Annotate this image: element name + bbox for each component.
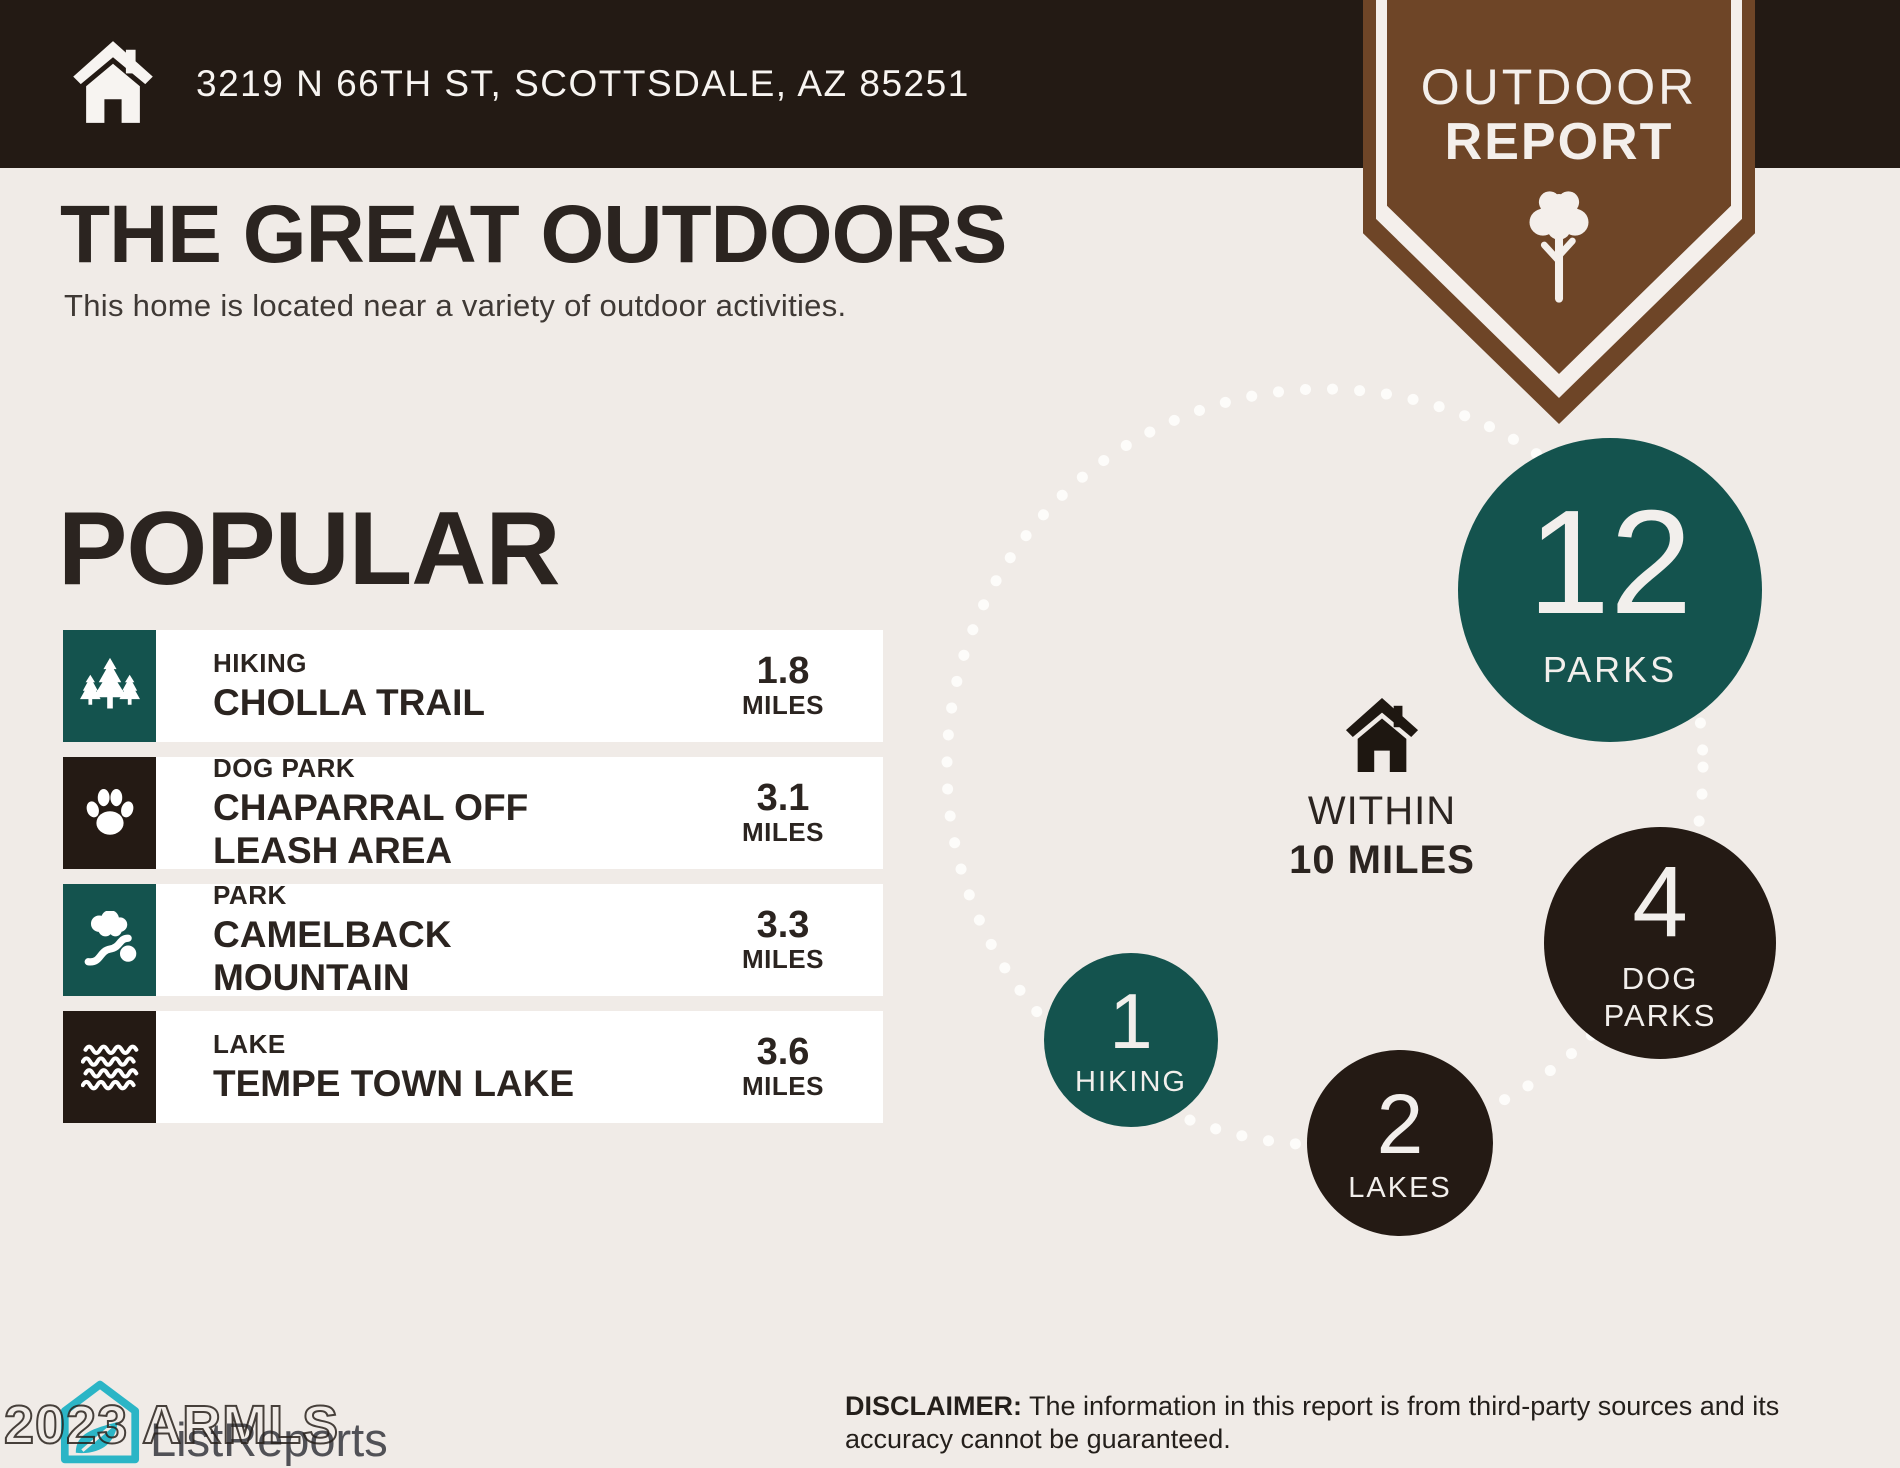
dog-parks-count: 4 [1632, 845, 1688, 958]
place-category: LAKE [213, 1028, 286, 1059]
list-item-body: HIKING CHOLLA TRAIL 1.8 MILES [156, 630, 883, 742]
list-item-lake: LAKE TEMPE TOWN LAKE 3.6 MILES [63, 1011, 883, 1123]
place-name: CHAPARRAL OFF LEASH AREA [213, 787, 529, 871]
listreports-logo: ListReports [58, 1378, 388, 1468]
disclaimer-label: DISCLAIMER: [845, 1391, 1022, 1421]
bubble-hiking: 1 HIKING [1044, 953, 1218, 1127]
house-icon [1343, 698, 1421, 776]
list-item-dog-park: DOG PARK CHAPARRAL OFF LEASH AREA 3.1 MI… [63, 753, 883, 871]
parks-count: 12 [1527, 480, 1693, 645]
hiking-count: 1 [1109, 976, 1153, 1065]
parks-label: PARKS [1542, 649, 1678, 690]
popular-places-list: HIKING CHOLLA TRAIL 1.8 MILES [63, 630, 883, 1138]
list-item-hiking: HIKING CHOLLA TRAIL 1.8 MILES [63, 630, 883, 742]
property-address: 3219 N 66TH ST, SCOTTSDALE, AZ 85251 [196, 63, 970, 104]
lakes-count: 2 [1376, 1076, 1424, 1171]
list-item-body: DOG PARK CHAPARRAL OFF LEASH AREA 3.1 MI… [156, 753, 883, 871]
listreports-wordmark: ListReports [150, 1413, 388, 1466]
outdoor-report-badge: OUTDOOR REPORT [1363, 0, 1755, 424]
badge-title-line1: OUTDOOR [1420, 59, 1698, 115]
distance-value: 3.1 [756, 777, 810, 820]
within-label: WITHIN [1307, 789, 1457, 833]
place-name: CHOLLA TRAIL [213, 681, 485, 723]
place-distance: 3.3 MILES [713, 904, 853, 975]
armls-watermark: 2023 ARMLS [3, 1394, 340, 1456]
hiking-label: HIKING [1075, 1065, 1187, 1098]
place-name: TEMPE TOWN LAKE [213, 1062, 575, 1104]
distance-unit: MILES [742, 944, 824, 975]
disclaimer-text: DISCLAIMER: The information in this repo… [845, 1390, 1855, 1457]
tree-icon [1516, 186, 1602, 309]
badge-title-line2: REPORT [1444, 113, 1674, 171]
paw-icon [63, 757, 156, 869]
park-icon [63, 884, 156, 996]
page-title: THE GREAT OUTDOORS [60, 189, 1007, 280]
list-item-body: LAKE TEMPE TOWN LAKE 3.6 MILES [156, 1011, 883, 1123]
bubble-parks: 12 PARKS [1458, 438, 1762, 742]
bubble-dog-parks: 4 DOG PARKS [1544, 827, 1776, 1059]
place-distance: 1.8 MILES [713, 650, 853, 721]
distance-unit: MILES [742, 817, 824, 848]
radius-center-label: WITHIN 10 MILES [1252, 698, 1512, 883]
dog-parks-label: DOG PARKS [1603, 960, 1717, 1033]
home-icon [70, 40, 156, 128]
bubble-lakes: 2 LAKES [1307, 1050, 1493, 1236]
disclaimer-body: The information in this report is from t… [845, 1391, 1780, 1455]
distance-value: 3.3 [756, 904, 810, 947]
distance-value: 3.6 [756, 1031, 810, 1074]
distance-unit: MILES [742, 690, 824, 721]
place-name: CAMELBACK MOUNTAIN [213, 914, 452, 998]
place-category: PARK [213, 880, 287, 911]
waves-icon [63, 1011, 156, 1123]
place-distance: 3.6 MILES [713, 1031, 853, 1102]
page-subtitle: This home is located near a variety of o… [64, 288, 847, 323]
list-item-park: PARK CAMELBACK MOUNTAIN 3.3 MILES [63, 880, 883, 998]
place-category: HIKING [213, 647, 307, 678]
listreports-house-icon [58, 1378, 142, 1468]
distance-unit: MILES [742, 1071, 824, 1102]
pine-trees-icon [63, 630, 156, 742]
distance-value: 1.8 [756, 650, 810, 693]
popular-heading: POPULAR [58, 491, 560, 607]
place-category: DOG PARK [213, 753, 356, 784]
lakes-label: LAKES [1348, 1171, 1452, 1204]
place-distance: 3.1 MILES [713, 777, 853, 848]
miles-label: 10 MILES [1289, 838, 1475, 882]
list-item-body: PARK CAMELBACK MOUNTAIN 3.3 MILES [156, 880, 883, 998]
